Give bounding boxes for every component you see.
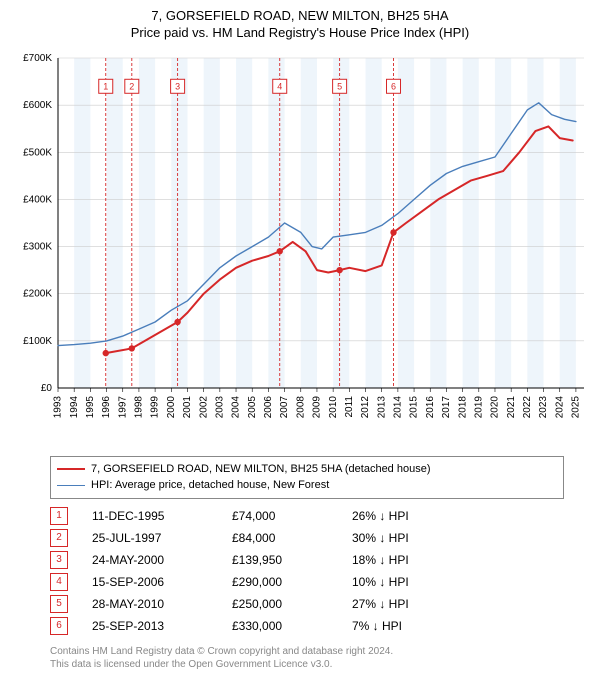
svg-text:2014: 2014: [393, 395, 404, 418]
svg-text:1993: 1993: [53, 395, 64, 418]
sale-date: 11-DEC-1995: [92, 509, 232, 523]
svg-text:2025: 2025: [571, 395, 582, 418]
legend-item: HPI: Average price, detached house, New …: [57, 477, 557, 494]
svg-text:2009: 2009: [312, 395, 323, 418]
svg-text:1995: 1995: [85, 395, 96, 418]
svg-text:3: 3: [175, 81, 180, 91]
svg-text:1: 1: [103, 81, 108, 91]
svg-text:2017: 2017: [441, 395, 452, 418]
sale-marker: 4: [50, 573, 68, 591]
sale-marker: 3: [50, 551, 68, 569]
svg-text:£500K: £500K: [23, 147, 52, 158]
svg-text:£300K: £300K: [23, 241, 52, 252]
svg-text:2015: 2015: [409, 395, 420, 418]
svg-text:2001: 2001: [182, 395, 193, 418]
svg-text:2021: 2021: [506, 395, 517, 418]
sale-price: £84,000: [232, 531, 352, 545]
svg-text:2023: 2023: [538, 395, 549, 418]
table-row: 1 11-DEC-1995£74,00026% ↓ HPI: [50, 505, 590, 527]
svg-text:£600K: £600K: [23, 100, 52, 111]
sale-date: 24-MAY-2000: [92, 553, 232, 567]
sale-price: £330,000: [232, 619, 352, 633]
svg-text:2016: 2016: [425, 395, 436, 418]
table-row: 5 28-MAY-2010£250,00027% ↓ HPI: [50, 593, 590, 615]
price-chart: £0 £100K £200K £300K £400K £500K £600K £700K 199…: [10, 48, 590, 448]
table-row: 2 25-JUL-1997£84,00030% ↓ HPI: [50, 527, 590, 549]
svg-text:2: 2: [129, 81, 134, 91]
svg-text:4: 4: [277, 81, 282, 91]
table-row: 3 24-MAY-2000£139,95018% ↓ HPI: [50, 549, 590, 571]
svg-text:1994: 1994: [69, 395, 80, 418]
svg-text:1999: 1999: [150, 395, 161, 418]
svg-text:2010: 2010: [328, 395, 339, 418]
legend: 7, GORSEFIELD ROAD, NEW MILTON, BH25 5HA…: [50, 456, 564, 499]
svg-text:1998: 1998: [134, 395, 145, 418]
svg-text:£100K: £100K: [23, 336, 52, 347]
svg-text:£400K: £400K: [23, 194, 52, 205]
legend-label: 7, GORSEFIELD ROAD, NEW MILTON, BH25 5HA…: [91, 461, 431, 478]
sale-marker: 2: [50, 529, 68, 547]
sale-price: £74,000: [232, 509, 352, 523]
svg-text:£700K: £700K: [23, 53, 52, 64]
svg-text:2004: 2004: [231, 395, 242, 418]
svg-text:2019: 2019: [473, 395, 484, 418]
sale-diff: 10% ↓ HPI: [352, 575, 472, 589]
footer-line-1: Contains HM Land Registry data © Crown c…: [50, 645, 590, 658]
sale-date: 28-MAY-2010: [92, 597, 232, 611]
svg-text:2018: 2018: [457, 395, 468, 418]
footer-attribution: Contains HM Land Registry data © Crown c…: [50, 645, 590, 671]
svg-text:2000: 2000: [166, 395, 177, 418]
legend-label: HPI: Average price, detached house, New …: [91, 477, 329, 494]
svg-text:1996: 1996: [101, 395, 112, 418]
svg-text:£200K: £200K: [23, 288, 52, 299]
chart-title: 7, GORSEFIELD ROAD, NEW MILTON, BH25 5HA: [10, 8, 590, 25]
sale-marker: 6: [50, 617, 68, 635]
svg-text:2007: 2007: [279, 395, 290, 418]
svg-text:6: 6: [391, 81, 396, 91]
svg-text:5: 5: [337, 81, 342, 91]
svg-text:£0: £0: [41, 383, 53, 394]
sales-table: 1 11-DEC-1995£74,00026% ↓ HPI 2 25-JUL-1997…: [50, 505, 590, 637]
table-row: 4 15-SEP-2006£290,00010% ↓ HPI: [50, 571, 590, 593]
chart-area: £0 £100K £200K £300K £400K £500K £600K £700K 199…: [10, 48, 590, 448]
sale-diff: 26% ↓ HPI: [352, 509, 472, 523]
legend-swatch: [57, 485, 85, 486]
svg-text:2013: 2013: [376, 395, 387, 418]
svg-text:1997: 1997: [117, 395, 128, 418]
table-row: 6 25-SEP-2013£330,0007% ↓ HPI: [50, 615, 590, 637]
legend-swatch: [57, 468, 85, 470]
svg-text:2012: 2012: [360, 395, 371, 418]
footer-line-2: This data is licensed under the Open Gov…: [50, 658, 590, 671]
sale-diff: 30% ↓ HPI: [352, 531, 472, 545]
svg-text:2003: 2003: [214, 395, 225, 418]
sale-marker: 5: [50, 595, 68, 613]
sale-price: £139,950: [232, 553, 352, 567]
sale-diff: 27% ↓ HPI: [352, 597, 472, 611]
sale-diff: 18% ↓ HPI: [352, 553, 472, 567]
svg-text:2002: 2002: [198, 395, 209, 418]
sale-price: £250,000: [232, 597, 352, 611]
svg-text:2020: 2020: [490, 395, 501, 418]
sale-marker: 1: [50, 507, 68, 525]
chart-subtitle: Price paid vs. HM Land Registry's House …: [10, 25, 590, 42]
sale-date: 15-SEP-2006: [92, 575, 232, 589]
svg-text:2008: 2008: [295, 395, 306, 418]
svg-text:2022: 2022: [522, 395, 533, 418]
svg-text:2024: 2024: [554, 395, 565, 418]
sale-date: 25-SEP-2013: [92, 619, 232, 633]
legend-item: 7, GORSEFIELD ROAD, NEW MILTON, BH25 5HA…: [57, 461, 557, 478]
svg-text:2006: 2006: [263, 395, 274, 418]
sale-diff: 7% ↓ HPI: [352, 619, 472, 633]
svg-text:2005: 2005: [247, 395, 258, 418]
page: 7, GORSEFIELD ROAD, NEW MILTON, BH25 5HA…: [0, 0, 600, 680]
sale-date: 25-JUL-1997: [92, 531, 232, 545]
svg-text:2011: 2011: [344, 395, 355, 417]
sale-price: £290,000: [232, 575, 352, 589]
